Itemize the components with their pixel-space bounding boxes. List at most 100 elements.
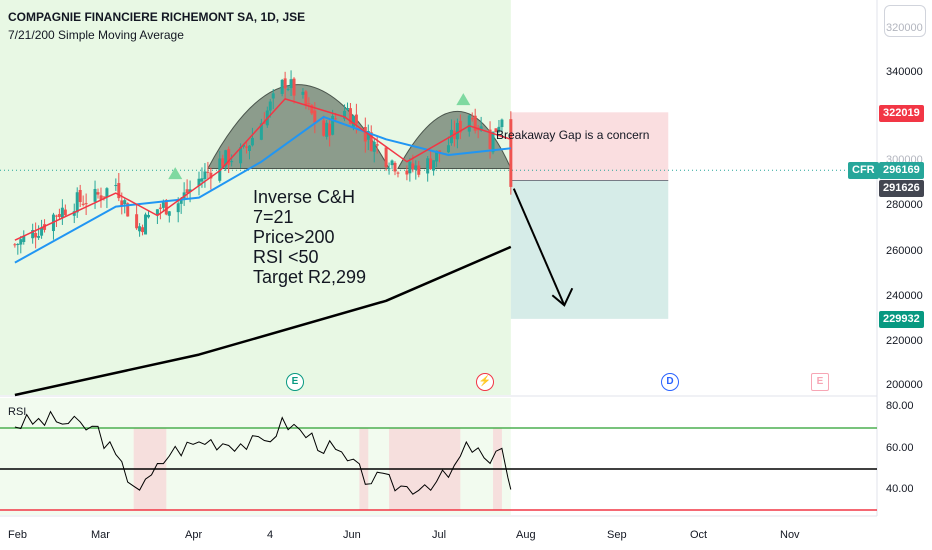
candle-body (57, 214, 61, 217)
candle-body (221, 158, 225, 167)
candle-body (105, 188, 109, 197)
candle-body (84, 203, 88, 205)
candle-body (417, 165, 421, 175)
candle-body (126, 203, 130, 217)
dividend-event-icon[interactable]: D (661, 373, 679, 391)
candle-body (470, 118, 474, 120)
candle-body (120, 200, 124, 207)
candle-body (458, 120, 462, 133)
candle-body (54, 215, 58, 217)
candle-body (227, 149, 231, 165)
candle-body (19, 239, 23, 245)
candle-body (414, 165, 418, 170)
candle-body (34, 233, 38, 238)
y-tick-label: 340000 (886, 66, 923, 78)
candle-body (147, 214, 150, 218)
candle-body (176, 203, 180, 213)
candle-body (242, 144, 246, 147)
annotation-line: Price>200 (253, 227, 335, 247)
rsi-tick-label: 40.00 (886, 483, 914, 495)
candle-body (384, 147, 388, 168)
candle-body (60, 207, 64, 218)
candle-body (497, 126, 501, 132)
candle-body (310, 104, 314, 114)
candle-body (331, 115, 335, 135)
toolbar-button[interactable] (884, 5, 926, 37)
candle-body (334, 118, 338, 120)
candle-body (224, 150, 228, 167)
target-arrow (512, 188, 566, 306)
pattern-annotation[interactable]: Inverse C&H 7=21 Price>200 RSI <50 Targe… (253, 187, 366, 287)
rsi-label[interactable]: RSI (8, 406, 27, 418)
candle-body (206, 171, 210, 173)
candle-body (138, 226, 142, 232)
candle-body (292, 78, 296, 96)
sma21-line (14, 115, 511, 264)
candle-body (432, 160, 436, 171)
candle-body (72, 211, 76, 216)
x-tick-label: Apr (185, 529, 203, 541)
candle-body (393, 162, 397, 172)
target-arrow-head (551, 287, 574, 307)
indicator-legend[interactable]: 7/21/200 Simple Moving Average (8, 28, 184, 42)
y-tick-label: 320000 (886, 22, 923, 34)
candle-body (390, 160, 394, 166)
gap-zone (510, 112, 669, 181)
candle-body (13, 244, 17, 246)
gap-note[interactable]: Breakaway Gap is a concern (496, 128, 650, 142)
candle-body (387, 168, 391, 170)
candle-body (494, 128, 498, 133)
candle-body (144, 214, 148, 235)
candle-body (75, 192, 79, 213)
rsi-tick-label: 80.00 (886, 400, 914, 412)
candle-body (22, 235, 26, 243)
y-tick-label: 240000 (886, 290, 923, 302)
candle-body (429, 158, 433, 170)
signal-triangle (456, 93, 471, 106)
split-event-icon[interactable]: ⚡ (476, 373, 494, 391)
candle-body (446, 145, 450, 153)
candle-body (158, 207, 162, 209)
candle-body (289, 79, 293, 89)
candle-body (509, 119, 513, 187)
sma200-line (14, 245, 512, 397)
candle-body (473, 115, 477, 131)
candle-body (40, 227, 44, 236)
annotation-line: 7=21 (253, 207, 294, 227)
candle-body (325, 122, 329, 137)
candle-body (328, 123, 332, 136)
chart-title: COMPAGNIE FINANCIERE RICHEMONT SA, 1D, J… (8, 10, 306, 24)
signal-triangle (168, 167, 183, 180)
candle-body (301, 91, 305, 95)
candle-body (96, 192, 100, 195)
candle-body (375, 144, 379, 146)
earnings-event-icon[interactable]: E (286, 373, 304, 391)
candle-body (167, 211, 171, 216)
rsi-tick-label: 60.00 (886, 442, 914, 454)
candle-body (348, 108, 352, 125)
candle-body (396, 172, 400, 174)
candle-body (182, 192, 186, 199)
candle-body (247, 145, 251, 151)
x-tick-label: Oct (690, 529, 708, 541)
candle-body (185, 189, 189, 194)
candle-body (123, 200, 127, 205)
candle-body (307, 103, 311, 105)
candle-body (203, 171, 207, 180)
candle-body (322, 120, 326, 136)
candle-body (197, 178, 201, 187)
candle-body (164, 199, 168, 215)
last-price-badge: 296169 (879, 162, 924, 179)
earnings-event-icon[interactable]: E (811, 373, 829, 391)
candle-body (268, 101, 272, 111)
candle-body (141, 227, 145, 233)
candle-body (351, 115, 355, 127)
candle-body (488, 129, 492, 149)
candle-body (408, 161, 412, 174)
target-zone (510, 180, 669, 319)
candle-body (209, 172, 213, 179)
candle-body (455, 122, 459, 140)
candle-body (99, 195, 103, 200)
symbol-badge[interactable]: CFR (848, 162, 879, 179)
